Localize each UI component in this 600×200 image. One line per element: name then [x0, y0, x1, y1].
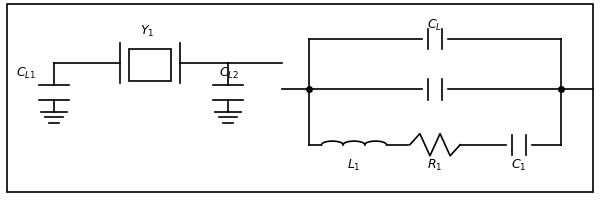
Text: $C_{L2}$: $C_{L2}$	[219, 65, 239, 81]
Text: $R_1$: $R_1$	[427, 157, 443, 173]
Text: $C_{L1}$: $C_{L1}$	[16, 65, 37, 81]
Text: $C_1$: $C_1$	[511, 157, 527, 173]
Text: $L_1$: $L_1$	[347, 157, 361, 173]
FancyBboxPatch shape	[129, 50, 171, 82]
Text: $Y_1$: $Y_1$	[140, 23, 154, 39]
Text: $C_L$: $C_L$	[427, 17, 443, 33]
